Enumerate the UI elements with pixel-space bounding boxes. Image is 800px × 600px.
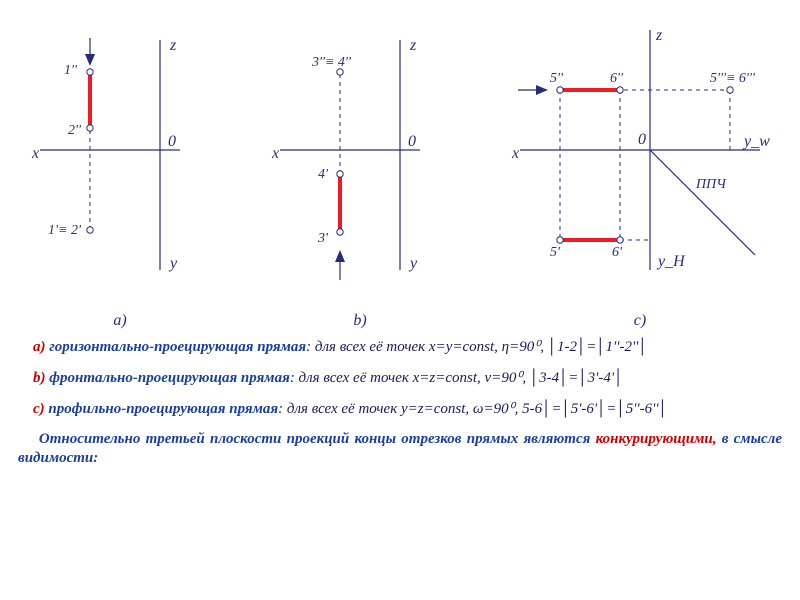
marker-4h <box>337 171 343 177</box>
label-z: z <box>409 37 417 54</box>
fig-c-svg: x y_w z y_H 0 ППЧ <box>500 10 780 310</box>
marker-3h <box>337 229 343 235</box>
label-x: x <box>511 145 519 162</box>
fig-b-svg: x z y 0 3''≡ 4'' 4' 3' <box>260 10 460 310</box>
figures-row: x z y 0 1'' 2'' 1'≡ 2' a) x z <box>0 0 800 330</box>
a-rest: : для всех её точек x=y=const, η=90⁰, │1… <box>306 339 648 355</box>
text-block: a) горизонтально-проецирующая прямая: дл… <box>0 330 800 468</box>
b-title: фронтально-проецирующая прямая <box>46 370 290 386</box>
label-y: y <box>168 255 178 272</box>
figure-c: x y_w z y_H 0 ППЧ <box>500 10 780 330</box>
caption-b: b) <box>260 312 460 330</box>
m-6h <box>617 237 623 243</box>
para-d: Относительно третьей плоскости проекций … <box>18 430 782 468</box>
l-5h: 5' <box>550 245 561 260</box>
axis-45 <box>650 150 755 255</box>
arrow-c-head <box>536 85 548 95</box>
marker-2f <box>87 125 93 131</box>
d-red: конкурирующими, <box>596 431 717 447</box>
b-rest: : для всех её точек x=z=const, ν=90⁰, │3… <box>290 370 624 386</box>
label-O: 0 <box>168 133 176 150</box>
b-lead: b) <box>33 370 46 386</box>
c-lead: c) <box>33 401 45 417</box>
c-rest: : для всех её точек y=z=const, ω=90⁰, 5-… <box>278 401 668 417</box>
m-5f <box>557 87 563 93</box>
label-O: 0 <box>408 133 416 150</box>
caption-c: c) <box>500 312 780 330</box>
m-6f <box>617 87 623 93</box>
d-p1: Относительно третьей плоскости проекций … <box>39 431 596 447</box>
l-6h: 6' <box>612 245 623 260</box>
figure-a: x z y 0 1'' 2'' 1'≡ 2' a) <box>20 10 220 330</box>
label-yw: y_w <box>742 133 770 150</box>
lbl-34f: 3''≡ 4'' <box>311 55 352 70</box>
a-title: горизонтально-проецирующая прямая <box>46 339 307 355</box>
lbl-12h: 1'≡ 2' <box>48 223 82 238</box>
lbl-4h: 4' <box>318 167 329 182</box>
lbl-1f: 1'' <box>64 63 78 78</box>
a-lead: a) <box>33 339 46 355</box>
label-ppch: ППЧ <box>695 177 727 192</box>
figure-b: x z y 0 3''≡ 4'' 4' 3' b) <box>260 10 460 330</box>
label-x: x <box>31 145 39 162</box>
label-x: x <box>271 145 279 162</box>
arrow-b-head <box>335 250 345 262</box>
l-6f: 6'' <box>610 71 624 86</box>
fig-a-svg: x z y 0 1'' 2'' 1'≡ 2' <box>20 10 220 310</box>
label-O: 0 <box>638 131 646 148</box>
m-5h <box>557 237 563 243</box>
m-56p <box>727 87 733 93</box>
caption-a: a) <box>20 312 220 330</box>
label-z: z <box>169 37 177 54</box>
marker-12h <box>87 227 93 233</box>
para-c: c) профильно-проецирующая прямая: для вс… <box>18 400 782 419</box>
marker-1f <box>87 69 93 75</box>
label-yh: y_H <box>656 253 686 270</box>
l-56p: 5'''≡ 6''' <box>710 71 756 86</box>
lbl-2f: 2'' <box>68 123 82 138</box>
para-b: b) фронтально-проецирующая прямая: для в… <box>18 369 782 388</box>
lbl-3h: 3' <box>317 231 329 246</box>
arrow-a-head <box>85 54 95 66</box>
l-5f: 5'' <box>550 71 564 86</box>
para-a: a) горизонтально-проецирующая прямая: дл… <box>18 338 782 357</box>
label-y: y <box>408 255 418 272</box>
c-title: профильно-проецирующая прямая <box>45 401 279 417</box>
label-z: z <box>655 27 663 44</box>
